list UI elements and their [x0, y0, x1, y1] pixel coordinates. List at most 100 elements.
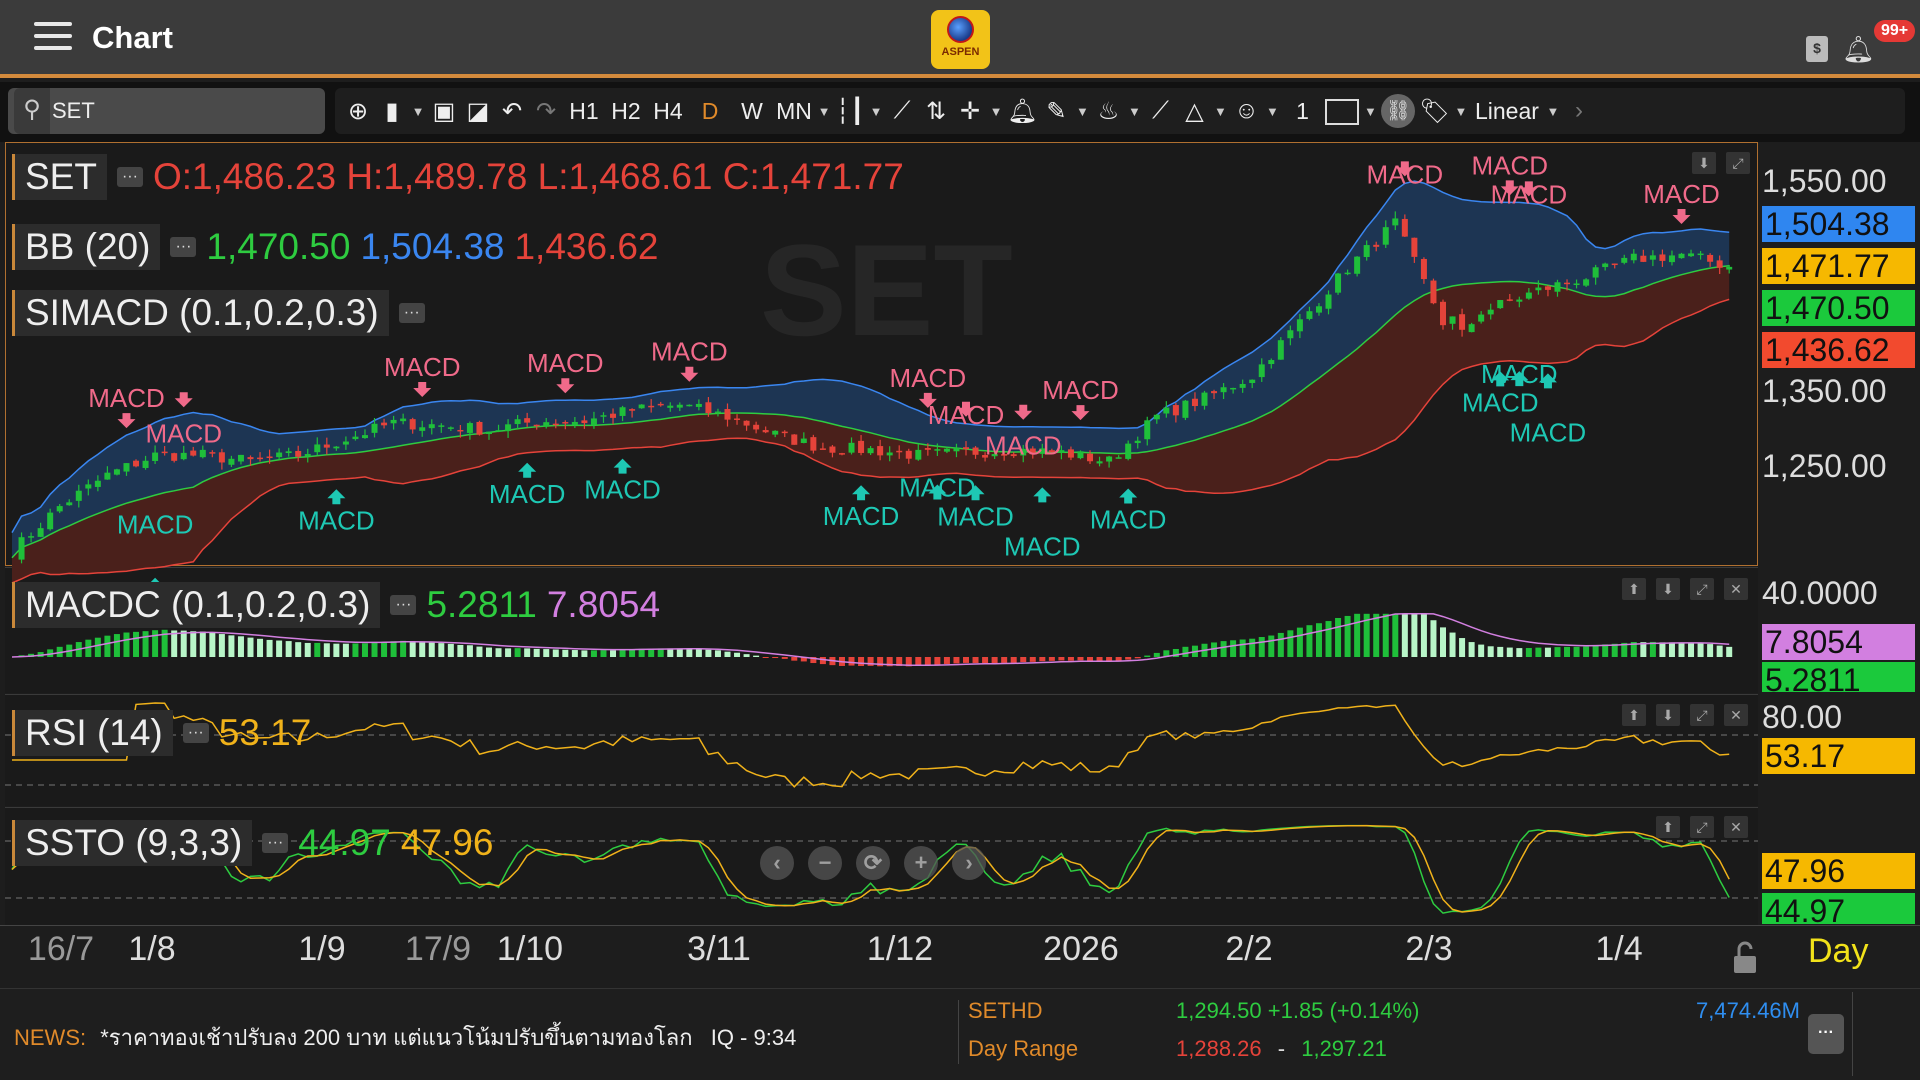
candle-type-icon[interactable]: ┆┃: [835, 97, 865, 125]
macd-histogram-bar: [1668, 642, 1675, 657]
candle-body: [896, 450, 903, 453]
pencil-icon[interactable]: ✎: [1046, 97, 1067, 125]
close-icon[interactable]: ✕: [1724, 816, 1748, 838]
add-icon[interactable]: ⊕: [347, 97, 369, 125]
undo-icon[interactable]: ↶: [501, 97, 523, 125]
chevron-down-icon[interactable]: ▼: [1364, 103, 1377, 119]
timeframe-h2[interactable]: H2: [611, 97, 641, 124]
redo-icon[interactable]: ↷: [535, 97, 557, 125]
move-up-icon[interactable]: ⬆: [1622, 578, 1646, 600]
ticker-symbol[interactable]: SETHD: [968, 998, 1043, 1023]
macd-histogram-bar: [1182, 646, 1189, 657]
chevron-right-icon[interactable]: ›: [1574, 97, 1583, 124]
move-down-icon[interactable]: ⬇: [1656, 578, 1680, 600]
fill-icon[interactable]: ♨: [1097, 97, 1120, 125]
more-icon[interactable]: ···: [262, 833, 289, 853]
sell-arrow-icon: [1395, 161, 1414, 177]
symbol-label[interactable]: SET: [12, 154, 107, 200]
move-down-icon[interactable]: ⬇: [1692, 152, 1716, 174]
chevron-down-icon[interactable]: ▼: [1266, 103, 1279, 119]
candle-body: [810, 437, 817, 451]
search-input[interactable]: [52, 94, 312, 128]
close-icon[interactable]: ✕: [1724, 578, 1748, 600]
scroll-right-icon[interactable]: ›: [952, 846, 986, 880]
news-headline[interactable]: *ราคาทองเช้าปรับลง 200 บาท แต่แนวโน้มปรั…: [100, 1025, 693, 1050]
timeframe-h1[interactable]: H1: [569, 97, 599, 124]
lock-icon[interactable]: [1732, 940, 1758, 974]
reset-icon[interactable]: ⟳: [856, 846, 890, 880]
more-options-button[interactable]: ···: [1808, 1014, 1844, 1054]
maximize-icon[interactable]: ⤢: [1690, 704, 1714, 726]
search-icon[interactable]: ⚲: [14, 88, 50, 134]
ssto-k-tag: 44.97: [1762, 893, 1915, 924]
zoom-out-icon[interactable]: −: [808, 846, 842, 880]
rsi-label[interactable]: RSI (14): [12, 710, 173, 756]
bell-icon[interactable]: 🔔︎: [1842, 34, 1876, 64]
candle-body: [133, 460, 140, 467]
new-file-icon[interactable]: ▮: [385, 97, 399, 125]
zoom-in-icon[interactable]: +: [904, 846, 938, 880]
macd-histogram-bar: [1077, 657, 1084, 661]
chevron-down-icon[interactable]: ▼: [1546, 103, 1560, 119]
macd-histogram-bar: [1525, 648, 1532, 657]
dollar-book-icon[interactable]: $: [1806, 36, 1828, 62]
chevron-down-icon[interactable]: ▼: [1076, 103, 1089, 119]
ssto-d-tag: 47.96: [1762, 853, 1915, 889]
emoji-icon[interactable]: ☺: [1234, 97, 1259, 124]
chevron-down-icon[interactable]: ▼: [989, 103, 1003, 119]
more-icon[interactable]: ···: [390, 595, 417, 615]
timeframe-mn[interactable]: MN: [776, 97, 812, 124]
scale-select[interactable]: Linear: [1474, 97, 1539, 124]
tag-icon[interactable]: 🏷︎: [1419, 97, 1450, 125]
move-up-icon[interactable]: ⬆: [1622, 704, 1646, 726]
hamburger-icon[interactable]: [34, 22, 72, 54]
candle-body: [867, 448, 874, 454]
ruler-icon[interactable]: ⟋: [1152, 97, 1169, 124]
close-icon[interactable]: ✕: [1724, 704, 1748, 726]
simacd-label[interactable]: SIMACD (0.1,0.2,0.3): [12, 290, 389, 336]
candle-body: [1516, 299, 1523, 302]
more-icon[interactable]: ···: [182, 723, 209, 743]
date-axis[interactable]: [0, 925, 1920, 985]
more-icon[interactable]: ···: [170, 237, 197, 257]
more-icon[interactable]: ···: [398, 303, 425, 323]
move-up-icon[interactable]: ⬆: [1656, 816, 1680, 838]
macd-histogram-bar: [1392, 613, 1399, 657]
more-icon[interactable]: ···: [116, 167, 143, 187]
color-box-icon[interactable]: [1325, 97, 1360, 125]
maximize-icon[interactable]: ⤢: [1690, 578, 1714, 600]
macd-label[interactable]: MACDC (0.1,0.2,0.3): [12, 582, 381, 628]
news-ticker[interactable]: NEWS: *ราคาทองเช้าปรับลง 200 บาท แต่แนวโ…: [14, 1020, 796, 1055]
period-label[interactable]: Day: [1808, 932, 1869, 970]
alert-bell-icon[interactable]: 🔔︎: [1007, 97, 1038, 125]
open-chart-icon[interactable]: ◪: [466, 97, 490, 125]
chevron-down-icon[interactable]: ▼: [1128, 103, 1141, 119]
chevron-down-icon[interactable]: ▼: [1214, 103, 1227, 119]
bb-lower-fill: [12, 265, 1730, 583]
shapes-icon[interactable]: △: [1185, 97, 1204, 125]
chevron-down-icon[interactable]: ▼: [869, 103, 883, 119]
timeframe-w[interactable]: W: [741, 97, 763, 124]
price-tick: 1,350.00: [1762, 373, 1887, 409]
chevron-down-icon[interactable]: ▼: [817, 103, 831, 119]
bb-label[interactable]: BB (20): [12, 224, 161, 270]
ssto-label[interactable]: SSTO (9,3,3): [12, 820, 253, 866]
crosshair-icon[interactable]: ✛: [959, 97, 981, 125]
rsi-panel[interactable]: [5, 694, 1758, 806]
maximize-icon[interactable]: ⤢: [1690, 816, 1714, 838]
scroll-left-icon[interactable]: ‹: [760, 846, 794, 880]
link-icon[interactable]: ⛓: [1381, 94, 1416, 128]
timeframe-h4[interactable]: H4: [653, 97, 683, 124]
chevron-down-icon[interactable]: ▼: [411, 103, 425, 119]
candle-body: [190, 450, 197, 456]
templates-icon[interactable]: ▣: [432, 97, 456, 125]
signal-icon[interactable]: ⇅: [925, 97, 947, 125]
move-down-icon[interactable]: ⬇: [1656, 704, 1680, 726]
maximize-icon[interactable]: ⤢: [1726, 152, 1750, 174]
line-width-value[interactable]: 1: [1296, 97, 1309, 124]
chevron-down-icon[interactable]: ▼: [1454, 103, 1468, 119]
timeframe-d[interactable]: D: [701, 97, 719, 124]
sell-arrow-icon: [1014, 404, 1033, 420]
line-tool-icon[interactable]: ⟋: [893, 97, 911, 124]
